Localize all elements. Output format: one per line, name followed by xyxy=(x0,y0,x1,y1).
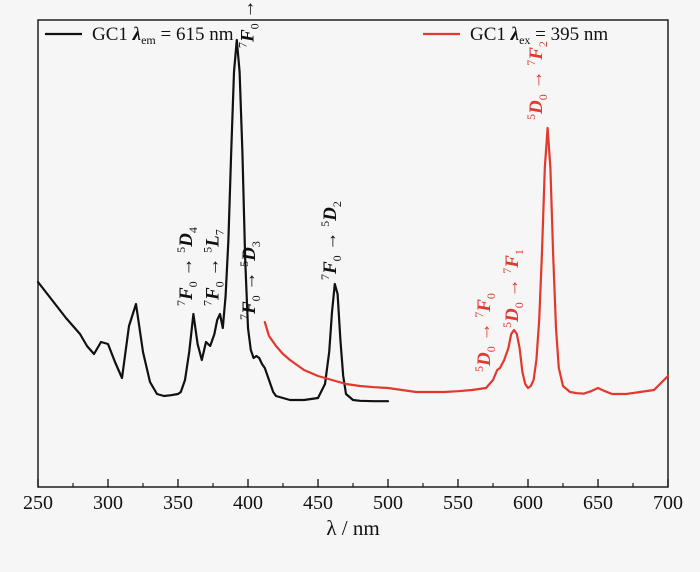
legend-entry-1: GC1 λem = 615 nm xyxy=(92,24,234,47)
transition-label-8: 5D0 → 7F2 xyxy=(524,41,550,120)
x-tick-label: 700 xyxy=(653,492,683,514)
series-layer xyxy=(36,38,670,403)
x-axis-ticks xyxy=(37,479,669,487)
x-axis-tick-labels: 250 300 350 400 450 500 550 600 650 700 xyxy=(23,492,683,514)
x-tick-label: 650 xyxy=(583,492,613,514)
x-tick-label: 450 xyxy=(303,492,333,514)
svg-text:5D0 → 7F0: 5D0 → 7F0 xyxy=(472,293,498,372)
series-line-1 xyxy=(36,38,390,403)
transition-label-7: 5D0 → 7F1 xyxy=(500,249,526,328)
svg-text:5D0 → 7F2: 5D0 → 7F2 xyxy=(524,41,550,120)
transition-label-5: 7F0 → 5D2 xyxy=(318,201,344,280)
x-axis-label: λ / nm xyxy=(326,516,379,540)
transition-label-3: 7F0 → 5L5 xyxy=(236,0,262,48)
x-tick-label: 500 xyxy=(373,492,403,514)
x-tick-label: 250 xyxy=(23,492,53,514)
svg-text:7F0 → 5L5: 7F0 → 5L5 xyxy=(236,0,262,48)
x-tick-label: 300 xyxy=(93,492,123,514)
legend-entry-2: GC1 λex = 395 nm xyxy=(470,24,608,47)
svg-text:7F0 → 5D2: 7F0 → 5D2 xyxy=(318,201,344,280)
svg-text:7F0 → 5D3: 7F0 → 5D3 xyxy=(237,241,263,320)
transition-label-2: 7F0 → 5L7 xyxy=(201,229,227,306)
svg-text:7F0 → 5L7: 7F0 → 5L7 xyxy=(201,229,227,306)
x-tick-label: 400 xyxy=(233,492,263,514)
x-tick-label: 350 xyxy=(163,492,193,514)
svg-text:5D0 → 7F1: 5D0 → 7F1 xyxy=(500,249,526,328)
plot-frame xyxy=(37,19,669,488)
series-line-2 xyxy=(263,126,670,396)
svg-text:7F0 → 5D4: 7F0 → 5D4 xyxy=(174,227,200,306)
transition-label-6: 5D0 → 7F0 xyxy=(472,293,498,372)
legend: GC1 λem = 615 nm GC1 λex = 395 nm xyxy=(45,24,608,47)
transition-label-4: 7F0 → 5D3 xyxy=(237,241,263,320)
x-tick-label: 550 xyxy=(443,492,473,514)
x-tick-label: 600 xyxy=(513,492,543,514)
transition-label-1: 7F0 → 5D4 xyxy=(174,227,200,306)
